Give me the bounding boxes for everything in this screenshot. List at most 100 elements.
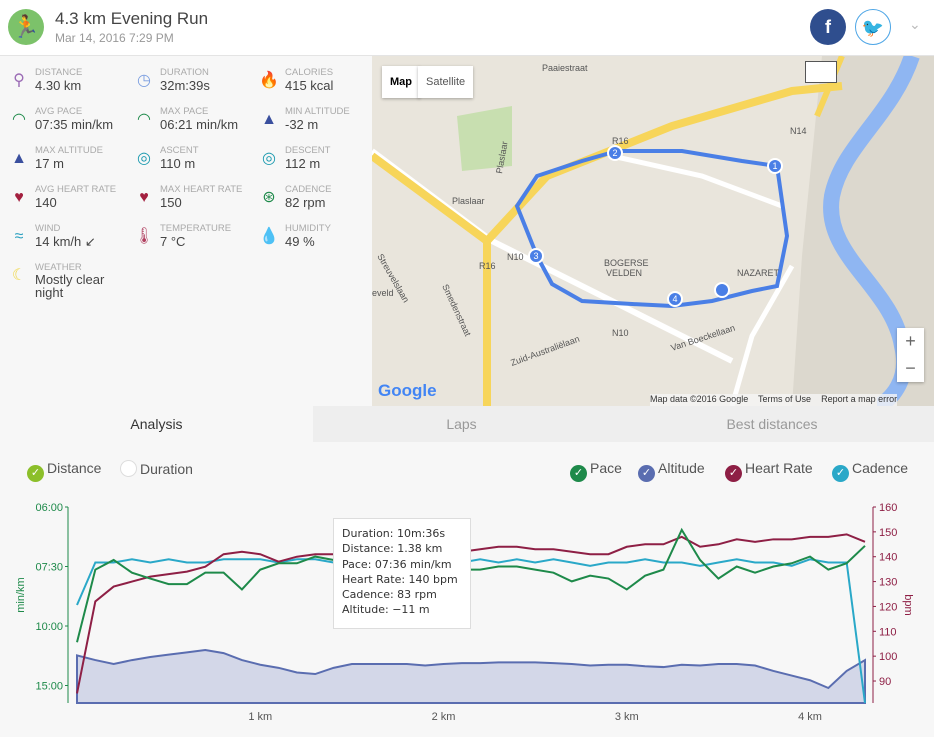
stat-value: 110 m: [160, 156, 196, 171]
right-axis-tick-label: 120: [879, 601, 897, 613]
heart-icon: ♥: [139, 189, 149, 206]
facebook-share-button[interactable]: f: [810, 9, 846, 45]
stat-label: MIN ALTITUDE: [285, 106, 350, 117]
satellite-view-button[interactable]: Satellite: [418, 66, 474, 98]
map-view-button[interactable]: Map: [382, 66, 420, 98]
legend-heart-rate[interactable]: ✓ Heart Rate: [725, 460, 813, 482]
right-axis-tick-label: 140: [879, 552, 897, 564]
route-markers: [528, 145, 783, 307]
stat-label: DISTANCE: [35, 67, 83, 78]
activity-title: 4.3 km Evening Run: [55, 9, 209, 28]
terms-link[interactable]: Terms of Use: [758, 394, 812, 404]
route-map[interactable]: 1 2 3 4 Paaiestraat R16 N14 Plaslaar Pla…: [372, 56, 934, 406]
stat-value: 4.30 km: [35, 78, 82, 93]
map-label: N10: [612, 328, 629, 338]
radio-icon: [120, 460, 137, 477]
legend-label: Heart Rate: [745, 460, 813, 476]
flame-icon: 🔥: [259, 72, 279, 89]
heart-icon: ♥: [14, 189, 24, 206]
legend-cadence[interactable]: ✓ Cadence: [832, 460, 908, 482]
x-axis-duration-option[interactable]: Duration: [120, 460, 193, 477]
check-icon: ✓: [638, 465, 655, 482]
x-axis-distance-option[interactable]: ✓ Distance: [27, 460, 101, 482]
right-axis-tick-label: 150: [879, 527, 897, 539]
check-icon: ✓: [725, 465, 742, 482]
tooltip-line: Distance: 1.38 km: [342, 542, 443, 556]
stat-value: -32 m: [285, 117, 319, 132]
legend-label: Altitude: [658, 460, 705, 476]
stat-value: Mostly clear night: [35, 272, 105, 300]
mountain-icon: ▲: [261, 111, 277, 128]
legend-pace[interactable]: ✓ Pace: [570, 460, 622, 482]
zoom-controls: + −: [897, 328, 924, 382]
chart-tooltip: Duration: 10m:36s Distance: 1.38 km Pace: …: [333, 518, 471, 629]
altitude-series: [76, 648, 866, 704]
legend-label: Cadence: [852, 460, 909, 476]
legend-altitude[interactable]: ✓ Altitude: [638, 460, 705, 482]
stat-label: MAX ALTITUDE: [35, 145, 103, 156]
check-icon: ✓: [570, 465, 587, 482]
stat-value: 82 rpm: [285, 195, 326, 210]
stat-label: CALORIES: [285, 67, 334, 78]
activity-date: Mar 14, 2016 7:29 PM: [55, 31, 174, 45]
right-axis-tick-label: 90: [879, 676, 891, 688]
stat-label: AVG PACE: [35, 106, 83, 117]
analysis-chart[interactable]: 06:00 07:30 10:00 15:00 160 150 140 130 120 110 10…: [0, 495, 934, 737]
left-axis-tick-label: 07:30: [35, 562, 63, 574]
chevron-down-icon[interactable]: ⌄: [909, 16, 921, 32]
speedometer-icon: ◠: [137, 111, 151, 128]
stat-label: DURATION: [160, 67, 209, 78]
legend-label: Distance: [47, 460, 102, 476]
stat-label: HUMIDITY: [285, 223, 331, 234]
right-axis-tick-label: 160: [879, 502, 897, 514]
stat-value: 112 m: [285, 156, 321, 171]
marker-label: 4: [672, 294, 677, 304]
zoom-in-button[interactable]: +: [905, 331, 916, 351]
tab-analysis[interactable]: Analysis: [0, 406, 313, 442]
stat-label: WEATHER: [35, 262, 82, 273]
tooltip-line: Pace: 07:36 min/km: [342, 557, 452, 571]
stat-value: 14 km/h ↙: [35, 234, 96, 249]
stat-value: 140: [35, 195, 57, 210]
check-icon: ✓: [832, 465, 849, 482]
google-logo: Google: [378, 381, 437, 400]
map-label: R16: [612, 136, 629, 146]
stat-label: AVG HEART RATE: [35, 184, 117, 195]
stat-value: 32m:39s: [160, 78, 210, 93]
map-canvas[interactable]: 1 2 3 4 Paaiestraat R16 N14 Plaslaar Pla…: [372, 56, 934, 406]
stat-value: 150: [160, 195, 182, 210]
cadence-icon: ⊛: [262, 189, 276, 206]
map-label: Paaiestraat: [542, 63, 588, 73]
pace-series: [76, 527, 866, 643]
twitter-share-button[interactable]: 🐦: [855, 9, 891, 45]
report-map-error-link[interactable]: Report a map error: [821, 394, 898, 404]
stat-value: 17 m: [35, 156, 64, 171]
descent-icon: ◎: [262, 150, 276, 167]
x-axis-tick-label: 1 km: [248, 711, 272, 723]
heart-rate-series: [76, 533, 866, 694]
map-label: Plaslaar: [452, 196, 485, 206]
x-axis-tick-label: 2 km: [432, 711, 456, 723]
stat-label: WIND: [35, 223, 61, 234]
running-icon: 🏃: [8, 9, 44, 45]
map-label: R16: [479, 261, 496, 271]
zoom-out-button[interactable]: −: [905, 358, 916, 378]
droplets-icon: 💧: [259, 228, 279, 245]
left-axis-tick-label: 15:00: [35, 681, 63, 693]
wind-icon: ≈: [14, 228, 24, 245]
tooltip-line: Heart Rate: 140 bpm: [342, 572, 458, 586]
stat-label: ASCENT: [160, 145, 199, 156]
attribution-text: Map data ©2016 Google: [650, 394, 749, 404]
distance-icon: ⚲: [13, 72, 25, 89]
tab-best-distances[interactable]: Best distances: [726, 416, 818, 432]
chart-legend: ✓ Distance Duration ✓ Pace ✓ Altitude ✓ Hear…: [0, 458, 934, 484]
cadence-series: [76, 558, 866, 704]
stat-label: TEMPERATURE: [160, 223, 232, 234]
marker-label: 1: [772, 161, 777, 171]
right-axis-tick-label: 110: [879, 626, 897, 638]
fullscreen-button[interactable]: [805, 61, 837, 83]
tab-laps[interactable]: Laps: [446, 416, 477, 432]
x-axis-tick-label: 3 km: [615, 711, 639, 723]
stat-value: 07:35 min/km: [35, 117, 114, 132]
stats-panel: ⚲ DISTANCE 4.30 km ◷ DURATION 32m:39s 🔥 CALORIE…: [0, 56, 372, 406]
